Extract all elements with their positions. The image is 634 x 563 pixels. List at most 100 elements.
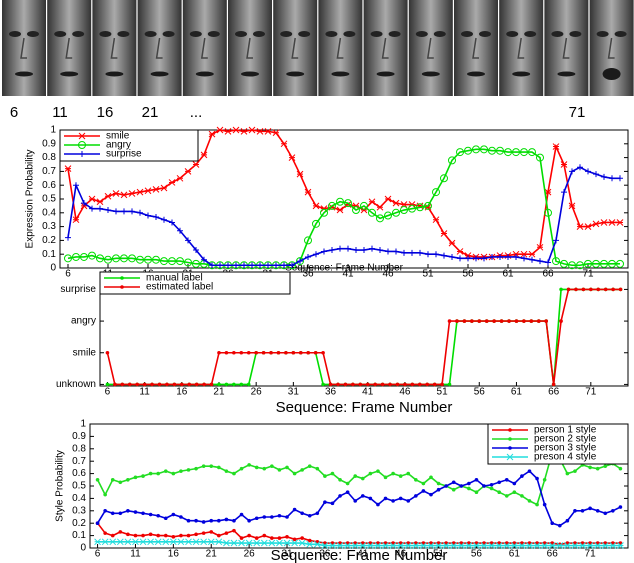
marker [380,382,385,387]
face-eye [343,31,356,37]
marker [171,535,176,539]
y-tick-label: 0.5 [42,194,56,205]
marker [103,492,107,497]
marker [503,542,511,549]
face-mouth [15,71,33,77]
legend-label: surprise [106,149,142,160]
marker [304,188,312,196]
x-tick-label: 71 [585,549,597,560]
marker [398,474,403,478]
face-eye [280,31,293,37]
face-mouth [421,71,440,77]
marker [377,247,383,254]
marker [232,350,236,355]
marker [529,319,534,323]
marker [520,148,528,157]
marker [404,542,412,549]
marker [618,287,623,292]
x-tick-label: 6 [105,387,111,398]
face-image [92,0,137,96]
marker [465,542,473,549]
marker [382,542,389,549]
marker [292,537,297,542]
marker [239,466,244,471]
marker [238,539,245,547]
x-tick-label: 66 [548,387,560,398]
marker [528,250,536,258]
marker [420,542,427,549]
marker [239,512,244,517]
marker [408,204,416,213]
marker [268,539,276,547]
marker [120,191,128,199]
y-tick-label: smile [73,347,97,358]
face-eye [27,31,39,37]
face-nose [291,37,299,59]
marker [360,476,365,481]
x-tick-label: 51 [437,387,449,398]
marker [112,190,120,197]
marker [351,542,359,549]
marker [462,319,467,323]
marker [497,480,501,485]
marker [232,471,236,476]
y-tick-label: 0.5 [72,481,86,492]
face-image [273,0,318,96]
marker [470,319,474,323]
marker [217,350,221,355]
marker [300,536,304,540]
x-tick-label: 41 [342,269,354,280]
marker [588,465,592,470]
marker [187,382,192,387]
marker [217,262,223,269]
marker [330,471,335,476]
marker [168,257,176,266]
face-nose [426,37,434,59]
marker [209,464,214,468]
marker [186,518,191,523]
marker [447,382,452,387]
marker [145,212,151,219]
marker [103,531,107,535]
x-tick-label: 6 [95,549,101,560]
marker [194,532,198,537]
marker [512,481,517,486]
marker [569,168,575,175]
marker [162,538,170,546]
x-tick-label: 66 [547,549,559,560]
marker [365,382,370,387]
marker [79,151,85,157]
marker [300,511,304,516]
marker [488,542,495,549]
frame-label: 21 [142,104,159,121]
face-nose [110,37,118,59]
marker [256,128,264,135]
marker [351,382,355,387]
face-eye [325,31,338,37]
marker [577,164,583,171]
marker [384,195,392,203]
marker [338,478,342,482]
marker [147,538,154,546]
marker [249,262,255,269]
x-tick-label: 26 [251,387,263,398]
marker [270,536,274,540]
marker [520,474,524,478]
face-image [499,0,544,96]
series-line [67,166,620,267]
marker [592,220,600,228]
marker [179,515,183,519]
x-tick-label: 36 [325,387,337,398]
marker [313,251,319,258]
marker [544,208,552,217]
marker [239,382,244,387]
face-image [228,0,272,96]
marker [254,516,259,521]
marker [337,245,343,252]
marker [585,168,591,175]
legend-label: preson 4 style [534,452,597,463]
marker [313,540,321,548]
marker [110,478,115,482]
marker [192,259,200,268]
